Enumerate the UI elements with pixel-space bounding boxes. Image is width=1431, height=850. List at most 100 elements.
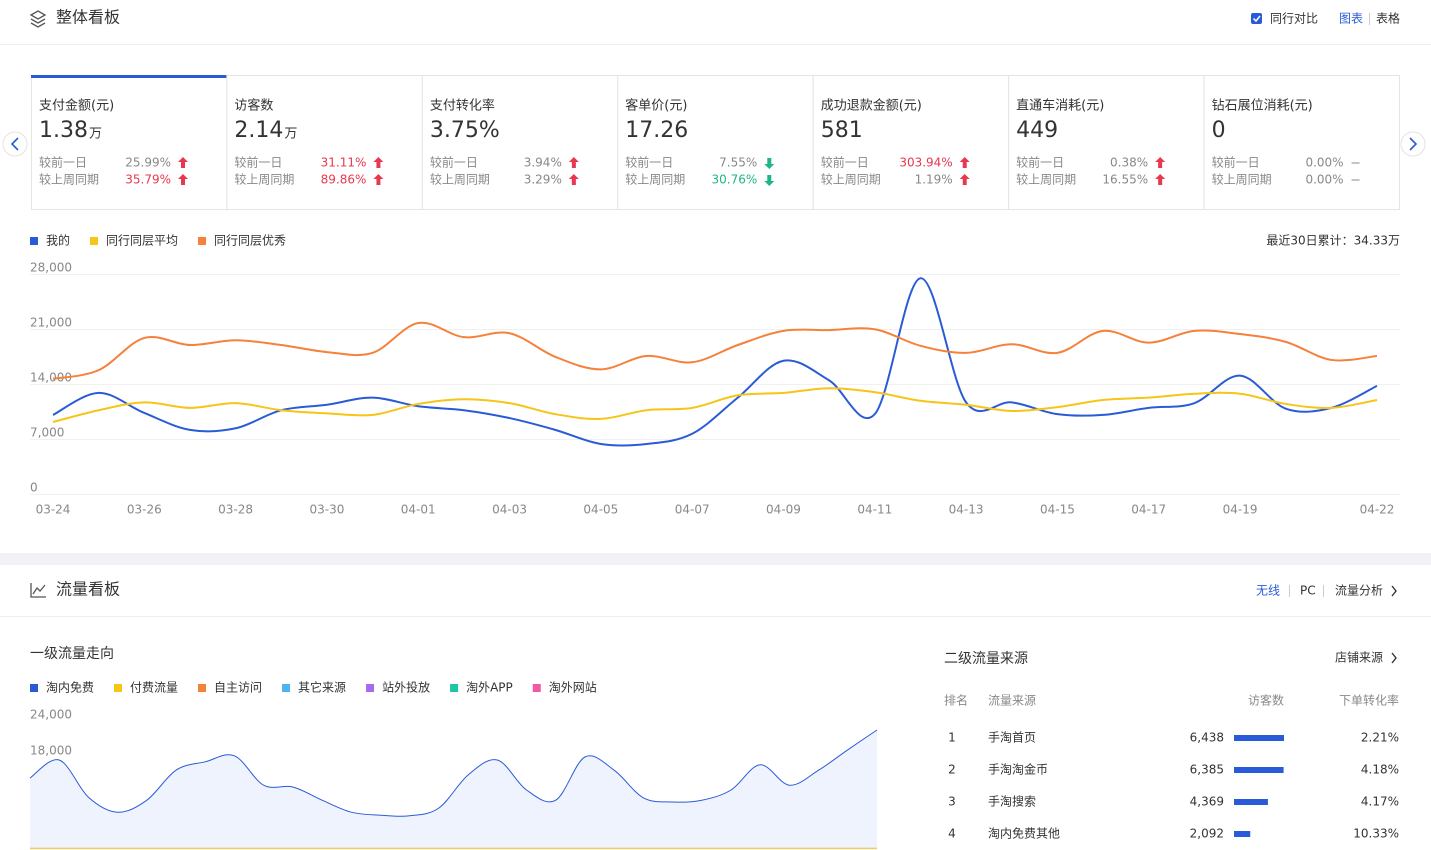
y-tick-label: 21,000 (30, 316, 72, 330)
kpi-value: 449 (1016, 118, 1058, 143)
conversion: 10.33% (1353, 827, 1399, 841)
area-line (29, 729, 878, 817)
line (52, 387, 1378, 423)
chevron (1391, 652, 1397, 664)
kpi-label: 客单价(元) (625, 98, 687, 114)
rank: 1 (948, 731, 956, 745)
conversion: 4.17% (1361, 795, 1399, 809)
compare-change: 1.19% (915, 173, 953, 187)
area-fill (30, 730, 877, 850)
column-header: 下单转化率 (1339, 693, 1399, 708)
layers-icon (29, 10, 47, 28)
check (1252, 15, 1261, 23)
compare-change: 16.55% (1102, 173, 1148, 187)
kpi-card[interactable] (31, 75, 228, 210)
pc-tab[interactable]: PC (1300, 584, 1316, 598)
chevron (1391, 585, 1397, 597)
chevron (1409, 137, 1418, 151)
active-indicator (31, 75, 227, 78)
trend-icon (30, 583, 46, 598)
kpi-card[interactable] (1008, 75, 1205, 210)
kpi-label: 成功退款金额(元) (821, 98, 922, 114)
column-header: 流量来源 (988, 694, 1036, 708)
legend-label[interactable]: 同行同层优秀 (214, 234, 286, 248)
compare-label: 较上周同期 (430, 172, 490, 187)
down-arrow (764, 158, 775, 169)
legend-label[interactable]: 我的 (46, 233, 70, 248)
annotation: 最近30日累计：34.33万 (1266, 234, 1400, 248)
compare-label[interactable]: 同行对比 (1270, 12, 1318, 26)
store-source-link[interactable]: 店铺来源 (1335, 651, 1383, 665)
up-arrow (568, 157, 579, 168)
compare-label: 较前一日 (39, 155, 87, 170)
legend-label[interactable]: 其它来源 (298, 680, 346, 695)
up-arrow (178, 174, 188, 185)
kpi-label: 支付转化率 (430, 98, 495, 114)
kpi-value: 0 (1212, 118, 1226, 143)
x-tick-label: 04-01 (401, 503, 436, 517)
table-title: 二级流量来源 (944, 651, 1028, 667)
x-tick-label: 04-03 (492, 503, 527, 517)
compare-change: 31.11% (321, 156, 367, 170)
legend-swatch (90, 237, 99, 245)
visitor-bar (1234, 735, 1284, 741)
compare-change: 25.99% (125, 156, 171, 170)
legend-label[interactable]: 淘外网站 (549, 681, 597, 695)
view-table-tab[interactable]: 表格 (1376, 11, 1400, 26)
legend-swatch (198, 237, 207, 245)
column-header: 排名 (944, 693, 968, 708)
compare-change: 0.38% (1110, 156, 1148, 170)
x-tick-label: 04-22 (1360, 503, 1395, 517)
x-tick-label: 04-15 (1040, 503, 1075, 517)
down-arrow (764, 175, 775, 186)
legend-label[interactable]: 付费流量 (130, 681, 178, 695)
compare-change: 303.94% (899, 156, 952, 170)
kpi-card[interactable] (1203, 75, 1400, 210)
x-tick-label: 04-19 (1223, 503, 1258, 517)
compare-label: 较上周同期 (1016, 172, 1076, 187)
compare-change: 0.00% (1305, 173, 1343, 187)
compare-label: 较前一日 (234, 155, 282, 170)
view-chart-tab[interactable]: 图表 (1339, 12, 1363, 26)
compare-label: 较前一日 (625, 155, 673, 170)
legend-label[interactable]: 站外投放 (382, 680, 430, 695)
visitor-bar (1234, 767, 1284, 773)
prev-button[interactable] (2, 131, 28, 157)
line (52, 277, 1378, 447)
legend-label[interactable]: 自主访问 (214, 681, 262, 695)
legend-label[interactable]: 同行同层平均 (106, 234, 178, 248)
y-tick-label: 7,000 (30, 426, 64, 440)
up-arrow (373, 157, 384, 168)
rank: 2 (948, 763, 956, 777)
chevron (10, 137, 19, 151)
kpi-value: 3.75% (430, 118, 500, 143)
legend-label[interactable]: 淘外APP (466, 681, 513, 695)
visitor-bar (1234, 799, 1268, 805)
checkbox[interactable] (1251, 13, 1262, 24)
next-button[interactable] (1400, 131, 1426, 157)
compare-label: 较前一日 (430, 155, 478, 170)
kpi-card[interactable] (421, 75, 619, 210)
legend-swatch (198, 684, 207, 692)
up-arrow (178, 157, 188, 168)
wireless-tab[interactable]: 无线 (1256, 584, 1280, 598)
kpi-value: 2.14 (234, 118, 283, 143)
legend-swatch (282, 684, 291, 692)
source-name: 手淘淘金币 (988, 762, 1048, 777)
section-title: 整体看板 (56, 8, 120, 27)
compare-label: 较前一日 (1212, 155, 1260, 170)
source-name: 手淘首页 (988, 731, 1036, 745)
kpi-card[interactable] (812, 75, 1010, 210)
up-arrow (568, 174, 579, 185)
legend-label[interactable]: 淘内免费 (46, 680, 94, 695)
compare-change: 89.86% (321, 173, 367, 187)
conversion: 2.21% (1361, 731, 1399, 745)
kpi-unit: 万 (284, 127, 297, 142)
conversion: 4.18% (1361, 763, 1399, 777)
kpi-card[interactable] (226, 75, 423, 210)
y-tick-label: 28,000 (30, 261, 72, 275)
legend-swatch (366, 684, 375, 692)
analysis-link[interactable]: 流量分析 (1335, 584, 1383, 598)
